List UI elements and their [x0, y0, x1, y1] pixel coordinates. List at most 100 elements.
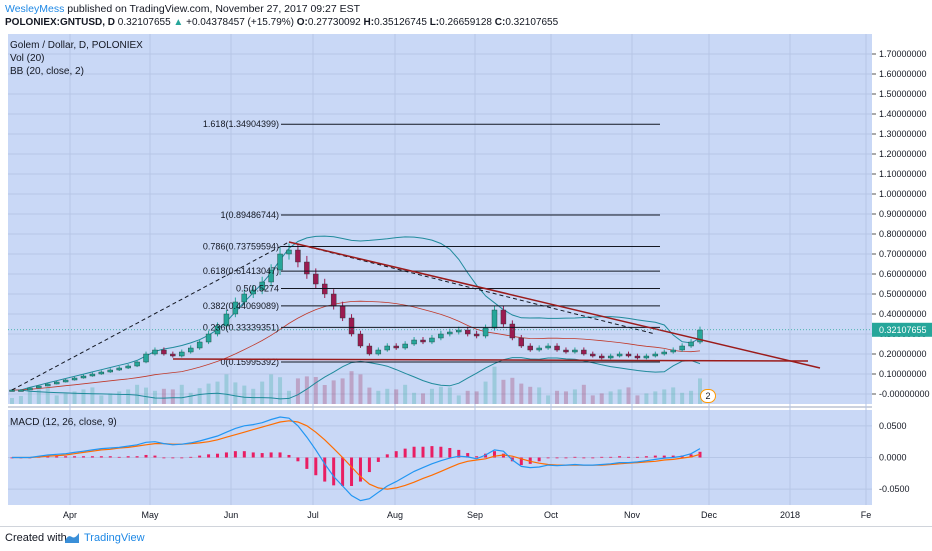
tradingview-brand[interactable]: TradingView: [84, 532, 145, 544]
candle-body: [259, 281, 265, 291]
volume-bar: [572, 389, 577, 404]
candle-body: [545, 345, 551, 349]
macd-histogram-bar: [216, 453, 220, 458]
candle-body: [241, 293, 248, 303]
price-tick-label: 1.60000000: [879, 69, 927, 79]
macd-histogram-bar: [73, 456, 77, 458]
macd-histogram-bar: [519, 457, 523, 466]
x-tick-label: Nov: [624, 510, 641, 520]
author-link[interactable]: WesleyMess: [5, 3, 65, 15]
volume-bar: [170, 389, 175, 404]
candle-body: [366, 345, 373, 355]
macd-histogram-bar: [260, 453, 264, 458]
macd-histogram-bar: [108, 456, 112, 458]
candle-body: [661, 351, 667, 355]
candle-body: [98, 371, 105, 375]
volume-bar: [671, 387, 676, 404]
volume-bar: [224, 374, 229, 404]
macd-tick-label: 0.0500: [879, 421, 907, 431]
price-tick-label: 0.10000000: [879, 369, 927, 379]
price-tick-label: 0.40000000: [879, 309, 927, 319]
candle-body: [420, 339, 426, 343]
events-badge[interactable]: 2: [700, 389, 716, 403]
candle-body: [196, 341, 203, 349]
macd-histogram-bar: [653, 455, 657, 458]
candle-body: [107, 369, 113, 373]
volume-bar: [304, 376, 309, 404]
x-tick-label: May: [141, 510, 159, 520]
candle-body: [482, 327, 489, 337]
candle-body: [45, 383, 51, 387]
bb-legend[interactable]: BB (20, close, 2): [10, 66, 84, 77]
price-change: +0.04378457 (+15.79%): [186, 17, 294, 28]
volume-bar: [322, 385, 327, 404]
candle-body: [500, 309, 507, 325]
macd-histogram-bar: [555, 457, 559, 459]
candle-body: [250, 289, 256, 295]
candle-body: [509, 323, 516, 339]
candle-body: [429, 337, 435, 343]
price-tick-label: 1.70000000: [879, 49, 927, 59]
volume-bar: [269, 374, 274, 404]
macd-histogram-bar: [421, 446, 425, 458]
candle-body: [688, 341, 694, 347]
chart-area[interactable]: 1.70000000 1.60000000 1.50000000 1.40000000…: [0, 32, 932, 526]
footer: Created with TradingView: [0, 526, 932, 551]
macd-histogram-bar: [528, 457, 532, 464]
volume-bar: [197, 388, 202, 404]
volume-bar: [617, 389, 622, 404]
volume-bar: [635, 395, 640, 404]
candle-body: [616, 353, 623, 357]
volume-bar: [653, 391, 658, 404]
volume-bar: [278, 377, 283, 404]
price-tick-label: 0.60000000: [879, 269, 927, 279]
vol-legend[interactable]: Vol (20): [10, 53, 45, 64]
macd-histogram-bar: [671, 455, 675, 458]
volume-bar: [501, 379, 506, 404]
macd-histogram-bar: [207, 454, 211, 458]
volume-bar: [555, 390, 560, 404]
volume-bar: [18, 396, 23, 404]
candle-body: [518, 337, 524, 347]
volume-bar: [519, 383, 524, 404]
volume-bar: [546, 395, 551, 404]
volume-bar: [340, 378, 345, 404]
volume-bar: [447, 387, 452, 404]
candle-body: [143, 353, 149, 363]
triangle-upper-trendline: [288, 241, 821, 369]
price-tick-label: 1.00000000: [879, 189, 927, 199]
macd-legend[interactable]: MACD (12, 26, close, 9): [10, 417, 117, 428]
volume-bar: [689, 390, 694, 404]
macd-histogram-bar: [296, 457, 300, 462]
candle-body: [670, 349, 676, 353]
macd-histogram-bar: [126, 456, 130, 458]
volume-bar: [456, 395, 461, 404]
price-tick-label: 0.70000000: [879, 249, 927, 259]
volume-bar: [608, 391, 613, 404]
price-tick-label: 1.30000000: [879, 129, 927, 139]
fib-level-label: 0.618(0.61413047): [203, 266, 279, 276]
macd-histogram-bar: [573, 456, 577, 458]
candle-body: [161, 349, 167, 355]
volume-bar: [295, 378, 300, 404]
macd-histogram-bar: [635, 456, 639, 458]
volume-bar: [563, 391, 568, 404]
candle-body: [89, 373, 96, 377]
macd-histogram-bar: [591, 457, 595, 459]
candle-body: [581, 349, 587, 355]
candle-body: [554, 345, 560, 351]
candle-body: [411, 339, 417, 345]
low-label: L:: [429, 17, 440, 28]
fib-trend-dashed: [11, 241, 290, 391]
candle-body: [53, 381, 60, 385]
candle-body: [152, 349, 158, 355]
price-chart-svg[interactable]: 1.70000000 1.60000000 1.50000000 1.40000000…: [0, 32, 932, 526]
macd-histogram-bar: [189, 456, 193, 458]
volume-bar: [429, 388, 434, 404]
volume-bar: [188, 392, 193, 404]
macd-histogram-bar: [171, 457, 175, 459]
volume-bar: [483, 381, 488, 404]
candle-body: [170, 353, 176, 357]
macd-histogram-bar: [305, 457, 309, 469]
price-tick-label: 1.20000000: [879, 149, 927, 159]
